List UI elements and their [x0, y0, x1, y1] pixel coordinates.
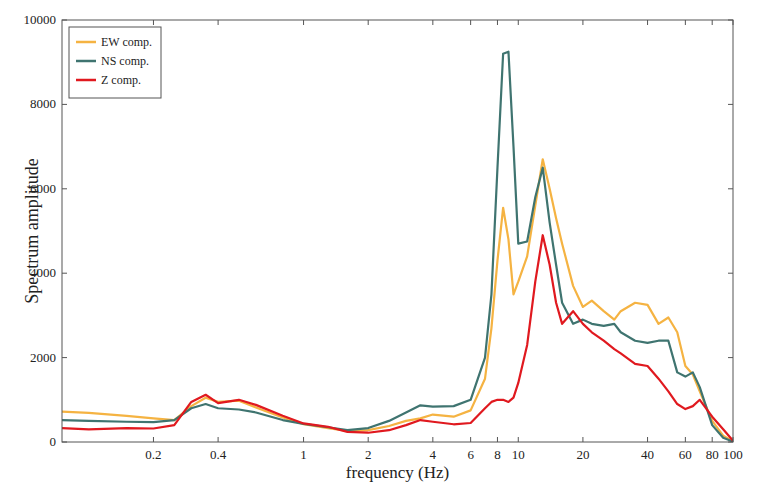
tick-label: 80 — [706, 447, 719, 462]
tick-mark — [303, 437, 304, 442]
tick-label: 0 — [50, 434, 57, 449]
tick-mark — [497, 20, 498, 25]
tick-mark — [368, 437, 369, 442]
legend-label: Z comp. — [101, 73, 141, 87]
tick-mark — [728, 273, 733, 274]
tick-mark — [728, 357, 733, 358]
chart: 02000400060008000100000.20.4124681020406… — [0, 0, 764, 497]
tick-mark — [647, 437, 648, 442]
tick-mark — [62, 273, 67, 274]
legend-label: NS comp. — [101, 54, 149, 68]
tick-mark — [368, 20, 369, 25]
tick-label: 10 — [512, 447, 525, 462]
legend-label: EW comp. — [101, 35, 152, 49]
tick-mark — [733, 20, 734, 25]
tick-mark — [432, 20, 433, 25]
tick-mark — [218, 437, 219, 442]
tick-mark — [728, 188, 733, 189]
tick-mark — [712, 20, 713, 25]
tick-label: 2000 — [30, 350, 56, 365]
tick-mark — [62, 20, 67, 21]
tick-mark — [685, 20, 686, 25]
tick-mark — [153, 20, 154, 25]
tick-mark — [62, 104, 67, 105]
tick-label: 1 — [300, 447, 307, 462]
series-line — [62, 159, 733, 441]
legend-swatch — [76, 41, 96, 44]
tick-mark — [470, 20, 471, 25]
plot-frame — [62, 20, 733, 442]
tick-mark — [303, 20, 304, 25]
tick-mark — [518, 437, 519, 442]
tick-mark — [518, 20, 519, 25]
legend-swatch — [76, 60, 96, 63]
tick-label: 40 — [641, 447, 654, 462]
tick-mark — [685, 437, 686, 442]
tick-mark — [432, 437, 433, 442]
tick-mark — [582, 20, 583, 25]
tick-label: 4 — [430, 447, 437, 462]
legend: EW comp. NS comp. Z comp. — [69, 27, 161, 98]
tick-mark — [218, 20, 219, 25]
tick-label: 100 — [723, 447, 743, 462]
tick-mark — [712, 437, 713, 442]
series-line — [62, 52, 733, 442]
tick-label: 8 — [494, 447, 501, 462]
tick-label: 60 — [679, 447, 692, 462]
tick-mark — [62, 188, 67, 189]
tick-label: 8000 — [30, 96, 56, 111]
tick-mark — [497, 437, 498, 442]
tick-label: 6 — [467, 447, 474, 462]
tick-label: 10000 — [24, 12, 57, 27]
tick-mark — [470, 437, 471, 442]
tick-mark — [62, 357, 67, 358]
tick-label: 0.2 — [145, 447, 161, 462]
tick-mark — [728, 442, 733, 443]
tick-label: 0.4 — [210, 447, 227, 462]
legend-box — [69, 27, 161, 98]
series-line — [62, 235, 733, 441]
tick-mark — [728, 104, 733, 105]
y-axis-label: Spectrum amplitude — [22, 158, 42, 303]
legend-swatch — [76, 79, 96, 82]
x-axis-label: frequency (Hz) — [346, 463, 449, 482]
tick-label: 2 — [365, 447, 372, 462]
tick-mark — [62, 442, 67, 443]
tick-mark — [647, 20, 648, 25]
tick-mark — [728, 20, 733, 21]
tick-mark — [733, 437, 734, 442]
tick-mark — [153, 437, 154, 442]
tick-label: 20 — [576, 447, 589, 462]
tick-mark — [582, 437, 583, 442]
plot-area — [62, 52, 733, 442]
